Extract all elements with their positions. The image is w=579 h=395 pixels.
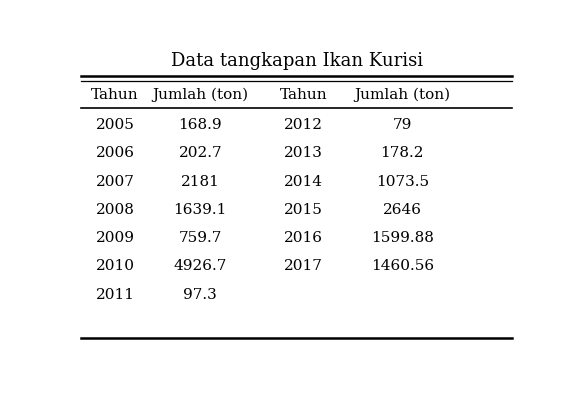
Text: 202.7: 202.7 bbox=[178, 146, 222, 160]
Text: 1460.56: 1460.56 bbox=[371, 260, 434, 273]
Text: 2016: 2016 bbox=[284, 231, 323, 245]
Text: Tahun: Tahun bbox=[91, 88, 139, 102]
Text: Tahun: Tahun bbox=[280, 88, 327, 102]
Text: Data tangkapan Ikan Kurisi: Data tangkapan Ikan Kurisi bbox=[171, 52, 423, 70]
Text: 2181: 2181 bbox=[181, 175, 219, 188]
Text: 2012: 2012 bbox=[284, 118, 323, 132]
Text: 1639.1: 1639.1 bbox=[174, 203, 227, 217]
Text: 2011: 2011 bbox=[96, 288, 134, 302]
Text: Jumlah (ton): Jumlah (ton) bbox=[354, 87, 450, 102]
Text: Jumlah (ton): Jumlah (ton) bbox=[152, 87, 248, 102]
Text: 1073.5: 1073.5 bbox=[376, 175, 429, 188]
Text: 4926.7: 4926.7 bbox=[174, 260, 227, 273]
Text: 2006: 2006 bbox=[96, 146, 134, 160]
Text: 97.3: 97.3 bbox=[184, 288, 217, 302]
Text: 2008: 2008 bbox=[96, 203, 134, 217]
Text: 2646: 2646 bbox=[383, 203, 422, 217]
Text: 759.7: 759.7 bbox=[178, 231, 222, 245]
Text: 79: 79 bbox=[393, 118, 412, 132]
Text: 2005: 2005 bbox=[96, 118, 134, 132]
Text: 2013: 2013 bbox=[284, 146, 323, 160]
Text: 2015: 2015 bbox=[284, 203, 323, 217]
Text: 2010: 2010 bbox=[96, 260, 134, 273]
Text: 1599.88: 1599.88 bbox=[371, 231, 434, 245]
Text: 168.9: 168.9 bbox=[178, 118, 222, 132]
Text: 2014: 2014 bbox=[284, 175, 323, 188]
Text: 2009: 2009 bbox=[96, 231, 134, 245]
Text: 2017: 2017 bbox=[284, 260, 323, 273]
Text: 178.2: 178.2 bbox=[380, 146, 424, 160]
Text: 2007: 2007 bbox=[96, 175, 134, 188]
